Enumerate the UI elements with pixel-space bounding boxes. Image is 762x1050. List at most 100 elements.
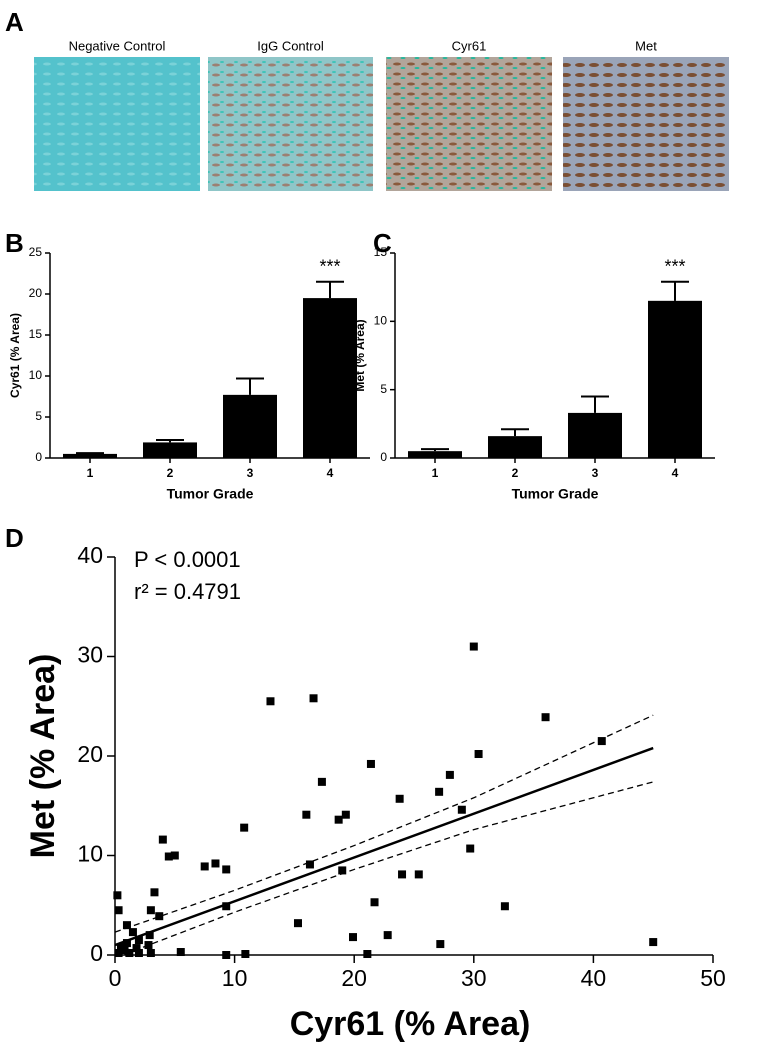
x-tick-label: 4 [672,466,679,480]
x-tick-label: 0 [109,965,122,991]
data-point [164,852,173,861]
data-point [398,870,407,879]
error-bar [501,428,529,437]
data-point [222,902,231,911]
data-point [597,737,606,746]
x-axis-label: Cyr61 (% Area) [290,1005,531,1043]
y-tick-label: 0 [380,450,387,464]
data-point [266,697,275,706]
y-tick-label: 20 [29,286,43,300]
y-tick-label: 0 [90,940,103,966]
image-caption: Met [635,38,657,53]
bar [223,394,277,458]
panel-label: C [373,228,392,258]
data-point [132,944,141,953]
image-caption: Negative Control [69,38,166,53]
data-point [114,906,123,915]
data-point [155,912,164,921]
y-tick-label: 15 [29,327,43,341]
data-point [241,950,250,959]
y-tick-label: 30 [77,642,103,668]
bar [488,436,542,458]
data-point [114,949,123,958]
bar [63,453,117,458]
data-point [134,949,143,958]
data-point [341,810,350,819]
stat-annotation: P < 0.0001 [134,547,241,572]
data-point [466,844,475,853]
x-tick-label: 2 [167,466,174,480]
data-point [445,770,454,779]
error-bar [581,395,609,413]
data-point [240,823,249,832]
data-point [158,835,167,844]
error-bar [236,377,264,395]
data-point [414,870,423,879]
panel-label: B [5,228,24,258]
y-tick-label: 0 [35,450,42,464]
data-point [122,921,131,930]
error-bar [156,438,184,443]
data-point [134,936,143,945]
x-tick-label: 10 [222,965,248,991]
data-point [363,950,372,959]
data-point [200,862,209,871]
confidence-band [120,781,654,955]
data-point [150,888,159,897]
x-tick-label: 4 [327,466,334,480]
micrograph [386,57,552,191]
data-point [334,815,343,824]
x-axis-label: Tumor Grade [167,486,254,502]
x-tick-label: 20 [341,965,367,991]
data-point [125,949,134,958]
data-point [435,787,444,796]
y-tick-label: 40 [77,542,103,568]
data-point [474,750,483,759]
x-tick-label: 30 [461,965,487,991]
data-point [370,898,379,907]
x-tick-label: 2 [512,466,519,480]
significance: *** [664,256,685,276]
error-bar [661,280,689,301]
error-bar [76,452,104,455]
y-tick-label: 20 [77,741,103,767]
data-point [145,931,154,940]
panel-label: A [5,7,24,37]
data-point [128,928,137,937]
data-point [309,694,318,703]
y-axis-label: Met (% Area) [353,319,367,391]
data-point [302,810,311,819]
image-caption: Cyr61 [452,38,487,53]
significance: *** [319,256,340,276]
image-caption: IgG Control [257,38,324,53]
data-point [305,860,314,869]
data-point [349,933,358,942]
fit-line [115,746,654,947]
data-point [122,939,131,948]
y-tick-label: 5 [380,382,387,396]
y-axis-label: Met (% Area) [24,654,62,859]
x-tick-label: 1 [87,466,94,480]
data-point [176,948,185,957]
bar [143,442,197,458]
micrograph [208,57,373,191]
data-point [395,794,404,803]
stat-annotation: r² = 0.4791 [134,579,241,604]
data-point [457,805,466,814]
x-tick-label: 1 [432,466,439,480]
data-point [222,951,231,959]
data-point [541,713,550,722]
y-tick-label: 15 [374,245,388,259]
x-tick-label: 50 [700,965,726,991]
data-point [469,642,478,651]
data-point [500,902,509,911]
y-tick-label: 10 [77,841,103,867]
bar [568,412,622,458]
data-point [338,866,347,875]
data-point [383,931,392,940]
micrograph [563,57,729,191]
data-point [146,906,155,915]
x-axis-label: Tumor Grade [512,486,599,502]
x-tick-label: 3 [247,466,254,480]
bar [303,298,357,458]
